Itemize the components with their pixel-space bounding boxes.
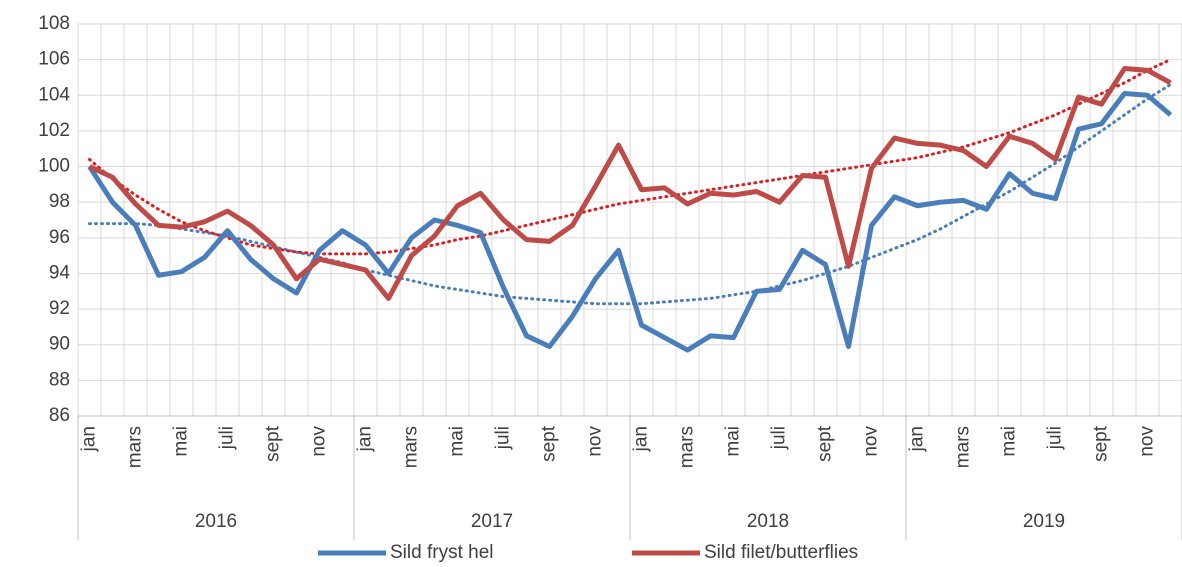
x-tick-label: juli — [493, 426, 514, 450]
y-tick-label: 100 — [38, 156, 70, 177]
series-line — [87, 90, 1173, 353]
y-tick-label: 92 — [49, 298, 70, 319]
x-tick-label: nov — [1137, 426, 1158, 457]
x-tick-label: mai — [171, 426, 192, 457]
x-tick-label: sept — [815, 425, 836, 462]
year-label: 2017 — [471, 511, 513, 532]
y-tick-label: 88 — [49, 369, 70, 390]
x-tick-label: jan — [79, 426, 100, 452]
x-tick-label: nov — [309, 426, 330, 457]
x-tick-label: nov — [861, 426, 882, 457]
x-tick-label: mars — [401, 426, 422, 468]
x-tick-label: jan — [355, 426, 376, 452]
y-tick-label: 108 — [38, 13, 70, 34]
x-tick-label: jan — [631, 426, 652, 452]
x-tick-label: mai — [723, 426, 744, 457]
x-tick-label: mars — [125, 426, 146, 468]
y-tick-label: 102 — [38, 120, 70, 141]
x-tick-label: sept — [539, 425, 560, 462]
y-tick-label: 90 — [49, 334, 70, 355]
x-tick-label: juli — [217, 426, 238, 450]
year-label: 2018 — [747, 511, 789, 532]
x-tick-label: mai — [999, 426, 1020, 457]
y-tick-label: 86 — [49, 405, 70, 426]
x-tick-label: mai — [447, 426, 468, 457]
x-tick-label: jan — [907, 426, 928, 452]
legend-label: Sild filet/butterflies — [704, 542, 858, 563]
y-tick-label: 98 — [49, 191, 70, 212]
trendline — [88, 58, 1172, 256]
series-line — [88, 66, 1172, 301]
trendline — [88, 83, 1172, 306]
x-tick-label: nov — [585, 426, 606, 457]
year-label: 2019 — [1023, 511, 1065, 532]
x-tick-label: sept — [263, 425, 284, 462]
x-tick-label: juli — [769, 426, 790, 450]
y-tick-label: 106 — [38, 49, 70, 70]
legend-label: Sild fryst hel — [390, 542, 493, 563]
y-tick-label: 96 — [49, 227, 70, 248]
y-tick-label: 94 — [49, 262, 71, 283]
year-label: 2016 — [195, 511, 237, 532]
x-tick-label: mars — [953, 426, 974, 468]
x-tick-label: juli — [1045, 426, 1066, 450]
x-tick-label: mars — [677, 426, 698, 468]
x-tick-label: sept — [1091, 425, 1112, 462]
y-tick-label: 104 — [38, 84, 70, 105]
